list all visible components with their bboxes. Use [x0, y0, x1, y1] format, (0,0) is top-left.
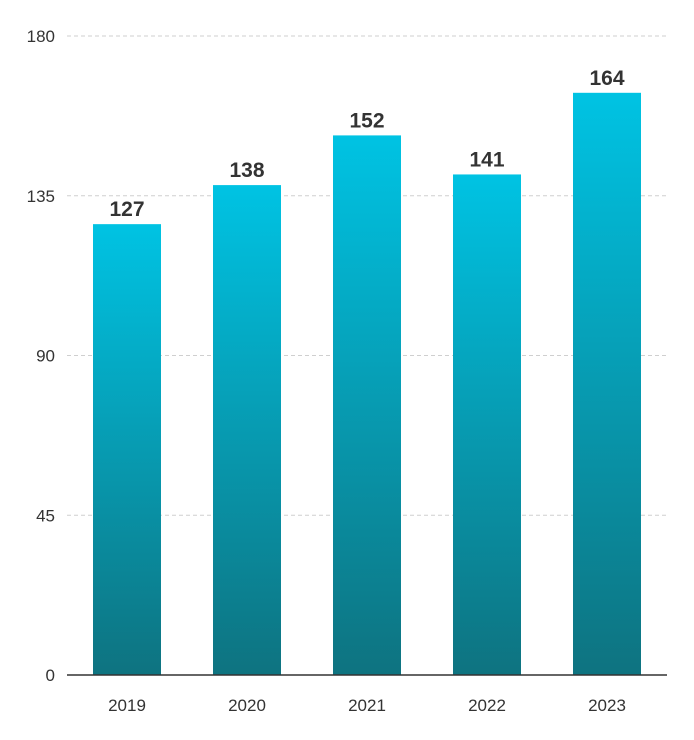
y-tick-label-0: 0	[46, 666, 55, 685]
data-label-2021: 152	[349, 109, 384, 132]
x-tick-label-2019: 2019	[108, 696, 146, 715]
data-label-2023: 164	[589, 67, 624, 90]
x-tick-label-2023: 2023	[588, 696, 626, 715]
gridlines	[67, 35, 667, 516]
bar-2020	[213, 185, 281, 675]
data-label-2019: 127	[109, 198, 144, 221]
x-axis-tick-labels: 2019 2020 2021 2022 2023	[108, 696, 626, 715]
y-tick-label-45: 45	[36, 506, 55, 525]
y-tick-label-135: 135	[27, 187, 55, 206]
x-tick-label-2020: 2020	[228, 696, 266, 715]
bar-2021	[333, 135, 401, 675]
bar-2023	[573, 92, 641, 676]
data-label-2022: 141	[469, 148, 504, 171]
x-tick-label-2022: 2022	[468, 696, 506, 715]
data-label-2020: 138	[229, 159, 264, 182]
bar-2022	[453, 174, 521, 675]
x-tick-label-2021: 2021	[348, 696, 386, 715]
bar-2019	[93, 224, 161, 675]
y-axis-tick-labels: 0 45 90 135 180	[27, 27, 55, 685]
y-tick-label-90: 90	[36, 347, 55, 366]
data-labels: 127 138 152 141 164	[109, 67, 624, 221]
bars	[93, 92, 641, 676]
y-tick-label-180: 180	[27, 27, 55, 46]
